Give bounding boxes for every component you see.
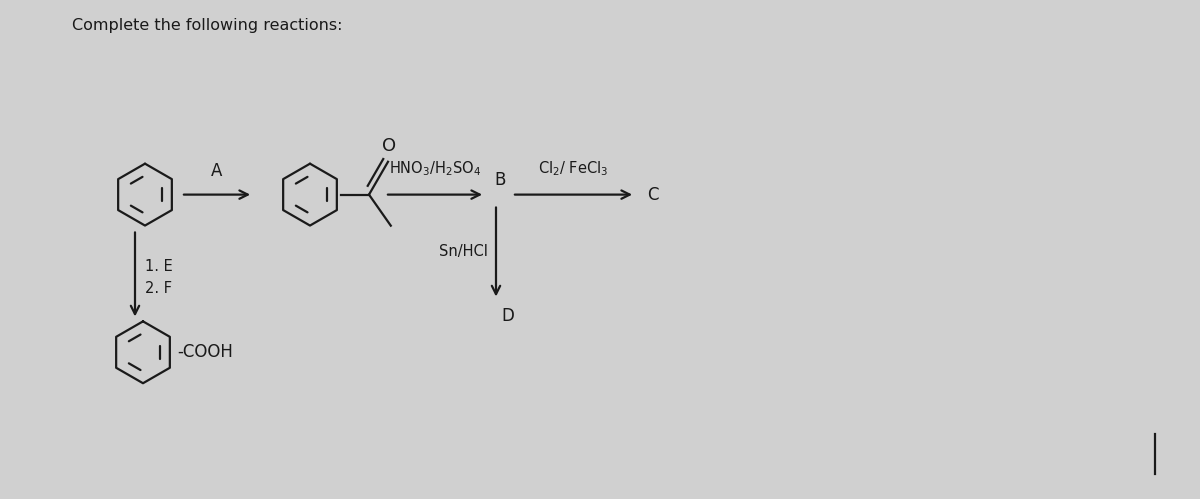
Text: Sn/HCl: Sn/HCl: [439, 245, 488, 259]
Text: D: D: [500, 307, 514, 325]
Text: 1. E: 1. E: [145, 259, 173, 274]
Text: A: A: [211, 162, 223, 180]
Text: O: O: [382, 137, 396, 155]
Text: Cl$_2$/ FeCl$_3$: Cl$_2$/ FeCl$_3$: [539, 159, 608, 178]
Text: B: B: [494, 171, 505, 189]
Text: C: C: [647, 186, 659, 204]
Text: -COOH: -COOH: [178, 343, 233, 361]
Text: HNO$_3$/H$_2$SO$_4$: HNO$_3$/H$_2$SO$_4$: [389, 159, 481, 178]
Text: 2. F: 2. F: [145, 281, 172, 296]
Text: Complete the following reactions:: Complete the following reactions:: [72, 18, 342, 33]
